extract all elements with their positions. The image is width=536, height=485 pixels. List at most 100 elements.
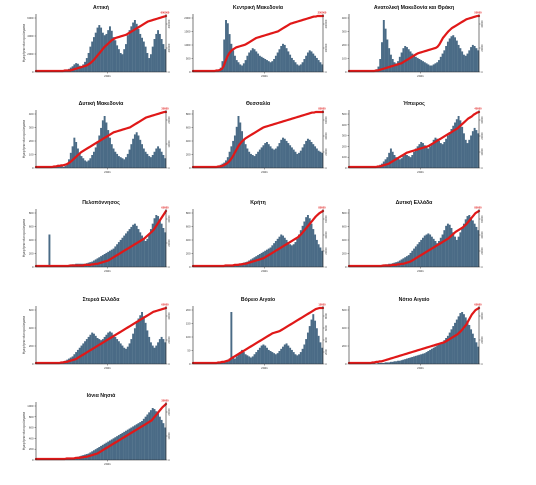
daily-case-bar bbox=[66, 163, 69, 168]
daily-case-bar bbox=[470, 47, 473, 72]
y-tick-label-left: 500 bbox=[186, 57, 191, 61]
daily-case-bar bbox=[157, 216, 160, 267]
daily-case-bar bbox=[292, 244, 295, 267]
y-axis-label: Ημερήσια νέα κρούσματα bbox=[22, 219, 26, 257]
daily-case-bar bbox=[409, 51, 412, 72]
daily-case-bar bbox=[434, 63, 437, 72]
daily-case-bar bbox=[294, 354, 297, 364]
daily-case-bar bbox=[471, 131, 474, 168]
daily-case-bar bbox=[123, 431, 126, 460]
daily-case-bar bbox=[164, 232, 167, 267]
daily-case-bar bbox=[477, 346, 480, 364]
daily-case-bar bbox=[420, 354, 423, 364]
daily-case-bar bbox=[430, 143, 433, 168]
daily-case-bar bbox=[267, 349, 270, 364]
chart-title: Ανατολική Μακεδονία και Θράκη bbox=[374, 5, 454, 11]
daily-case-bar bbox=[455, 119, 458, 168]
daily-case-bar bbox=[241, 65, 244, 72]
daily-case-bar bbox=[434, 241, 437, 267]
daily-case-bar bbox=[253, 49, 256, 72]
daily-case-bar bbox=[384, 28, 387, 73]
daily-case-bar bbox=[432, 64, 435, 72]
daily-case-bar bbox=[137, 135, 140, 168]
daily-case-bar bbox=[241, 349, 244, 364]
daily-case-bar bbox=[457, 116, 460, 168]
y-tick-label-right: 0 bbox=[324, 71, 328, 73]
daily-case-bar bbox=[457, 44, 460, 72]
daily-case-bar bbox=[153, 39, 156, 72]
daily-case-bar bbox=[78, 65, 81, 72]
daily-case-bar bbox=[162, 228, 165, 267]
daily-case-bar bbox=[139, 315, 142, 364]
daily-case-bar bbox=[397, 61, 400, 72]
daily-case-bar bbox=[303, 59, 306, 72]
daily-case-bar bbox=[477, 133, 480, 168]
daily-case-bar bbox=[151, 408, 154, 460]
daily-case-bar bbox=[101, 120, 104, 168]
daily-case-bar bbox=[439, 343, 442, 364]
y-tick-label-left: 200 bbox=[29, 447, 34, 451]
daily-case-bar bbox=[319, 151, 322, 168]
daily-case-bar bbox=[473, 46, 476, 72]
daily-case-bar bbox=[226, 23, 229, 72]
y-tick-label-left: 100 bbox=[186, 335, 191, 339]
daily-case-bar bbox=[233, 358, 236, 364]
daily-case-bar bbox=[125, 430, 127, 460]
daily-case-bar bbox=[395, 361, 398, 364]
daily-case-bar bbox=[230, 312, 233, 364]
daily-case-bar bbox=[149, 229, 152, 267]
y-tick-label-left: 400 bbox=[342, 16, 347, 20]
y-tick-label-left: 100 bbox=[342, 155, 347, 159]
daily-case-bar bbox=[121, 345, 124, 364]
daily-case-bar bbox=[423, 62, 426, 72]
daily-case-bar bbox=[420, 239, 423, 267]
daily-case-bar bbox=[287, 51, 290, 72]
daily-case-bar bbox=[470, 329, 473, 364]
y-tick-label-right: 4000 bbox=[324, 337, 328, 343]
daily-case-bar bbox=[282, 137, 284, 168]
daily-case-bar bbox=[407, 358, 410, 364]
daily-case-bar bbox=[110, 144, 113, 168]
daily-case-bar bbox=[137, 229, 140, 267]
x-tick-label: 2021 bbox=[261, 170, 268, 174]
daily-case-bar bbox=[377, 362, 380, 364]
y-tick-label-left: 0 bbox=[189, 362, 191, 366]
daily-case-bar bbox=[427, 148, 430, 168]
y-tick-label-right: 0 bbox=[324, 363, 328, 365]
daily-case-bar bbox=[71, 146, 74, 168]
daily-case-bar bbox=[98, 339, 101, 364]
daily-case-bar bbox=[438, 140, 440, 168]
y-tick-label-right: 0 bbox=[167, 363, 171, 365]
cumulative-line bbox=[191, 14, 325, 73]
cumulative-total-label: 600000 bbox=[161, 11, 170, 15]
daily-case-bar bbox=[107, 130, 110, 168]
daily-case-bar bbox=[280, 234, 283, 267]
y-tick-label-left: 1000 bbox=[27, 404, 34, 408]
daily-case-bar bbox=[271, 148, 274, 168]
daily-case-bar bbox=[308, 218, 311, 267]
daily-case-bar bbox=[110, 332, 113, 364]
daily-case-bar bbox=[157, 30, 160, 72]
daily-case-bar bbox=[139, 139, 142, 168]
daily-case-bar bbox=[452, 35, 455, 72]
daily-case-bar bbox=[160, 151, 163, 168]
daily-case-bar bbox=[398, 360, 401, 364]
daily-case-bar bbox=[151, 345, 154, 364]
daily-case-bar bbox=[294, 62, 297, 72]
x-tick-label: 2021 bbox=[104, 462, 111, 466]
daily-case-bar bbox=[471, 333, 474, 364]
daily-case-bar bbox=[48, 234, 51, 267]
daily-case-bar bbox=[466, 216, 469, 267]
daily-case-bar bbox=[135, 132, 138, 168]
daily-case-bar bbox=[468, 50, 471, 72]
y-tick-label-left: 800 bbox=[29, 211, 34, 215]
daily-case-bar bbox=[321, 347, 324, 364]
chart-title: Πελοπόννησος bbox=[82, 200, 120, 206]
chart-panel: Ανατολική Μακεδονία και Θράκη 50000 0 100 20… bbox=[342, 5, 484, 78]
daily-case-bar bbox=[64, 165, 67, 168]
daily-case-bar bbox=[155, 148, 158, 168]
daily-case-bar bbox=[413, 356, 416, 364]
daily-case-bar bbox=[258, 347, 261, 364]
y-tick-label-left: 0 bbox=[345, 166, 347, 170]
